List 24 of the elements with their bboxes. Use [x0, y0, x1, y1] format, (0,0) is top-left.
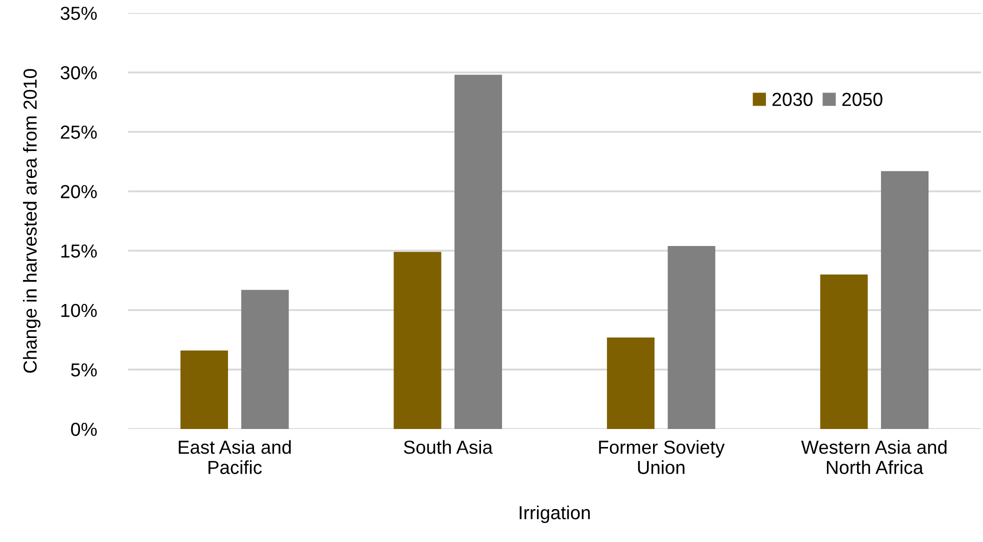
y-axis-title: Change in harvested area from 2010	[22, 69, 40, 373]
y-tick-label: 35%	[60, 6, 97, 20]
bar	[880, 171, 929, 429]
y-tick-label: 15%	[61, 244, 97, 258]
legend-label: 2030	[772, 92, 813, 106]
bar	[394, 252, 442, 429]
legend-label: 2050	[842, 92, 882, 106]
x-tick-label: South Asia	[404, 440, 493, 454]
x-tick-label: Western Asia and North Africa	[801, 440, 946, 474]
x-tick-label: East Asia and Pacific	[178, 440, 291, 474]
y-tick-label: 30%	[60, 66, 97, 80]
bar	[820, 274, 868, 429]
x-axis-title: Irrigation	[520, 506, 590, 524]
y-tick-label: 20%	[60, 184, 97, 198]
y-tick-label: 25%	[60, 126, 97, 139]
bar	[668, 246, 716, 429]
x-tick-label: Former Soviety Union	[599, 440, 725, 474]
bar	[180, 350, 228, 429]
bar	[606, 337, 655, 429]
bar	[241, 290, 289, 429]
y-tick-label: 0%	[71, 422, 97, 436]
y-tick-label: 5%	[71, 363, 97, 377]
y-tick-label: 10%	[61, 304, 97, 318]
bar	[454, 74, 502, 429]
